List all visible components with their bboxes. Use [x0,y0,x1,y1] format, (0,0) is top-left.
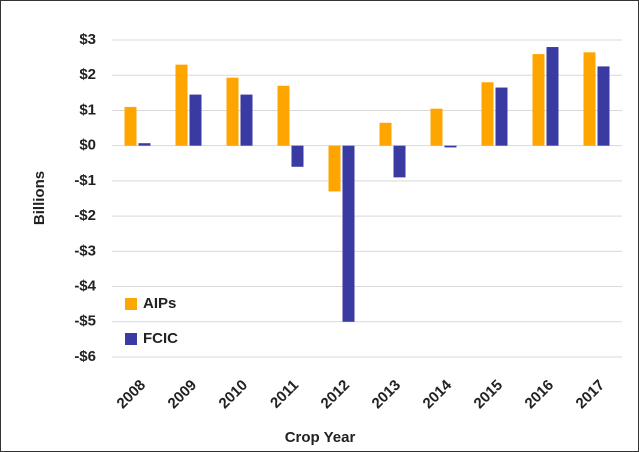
y-tick-label: -$4 [74,278,96,295]
y-axis-label: Billions [31,171,48,225]
bar [240,94,253,146]
bar [583,52,596,146]
y-tick-label: $1 [79,101,96,118]
bar [444,145,457,148]
y-tick-label: $3 [79,31,96,48]
y-tick-label: -$3 [74,242,96,259]
bar [546,47,559,146]
bar [342,145,355,322]
bar [393,145,406,178]
bar [495,87,508,146]
legend-swatch [125,298,137,310]
y-tick-label: -$1 [74,172,96,189]
bar [481,82,494,146]
bar [532,54,545,146]
y-tick-label: -$6 [74,348,96,365]
bar [291,145,304,167]
legend-label: AIPs [143,295,176,312]
y-tick-label: $2 [79,66,96,83]
bar [379,122,392,146]
x-axis-label: Crop Year [285,429,356,446]
y-tick-label: $0 [79,137,96,154]
bar [138,143,151,146]
bar [430,108,443,146]
y-tick-label: -$2 [74,207,96,224]
legend-label: FCIC [143,330,178,347]
bar [277,85,290,146]
legend-swatch [125,333,137,345]
bar [124,106,137,146]
bar [597,66,610,146]
bar [175,64,188,146]
bar [226,77,239,146]
bar [328,145,341,192]
bar [189,94,202,146]
y-tick-label: -$5 [74,313,96,330]
